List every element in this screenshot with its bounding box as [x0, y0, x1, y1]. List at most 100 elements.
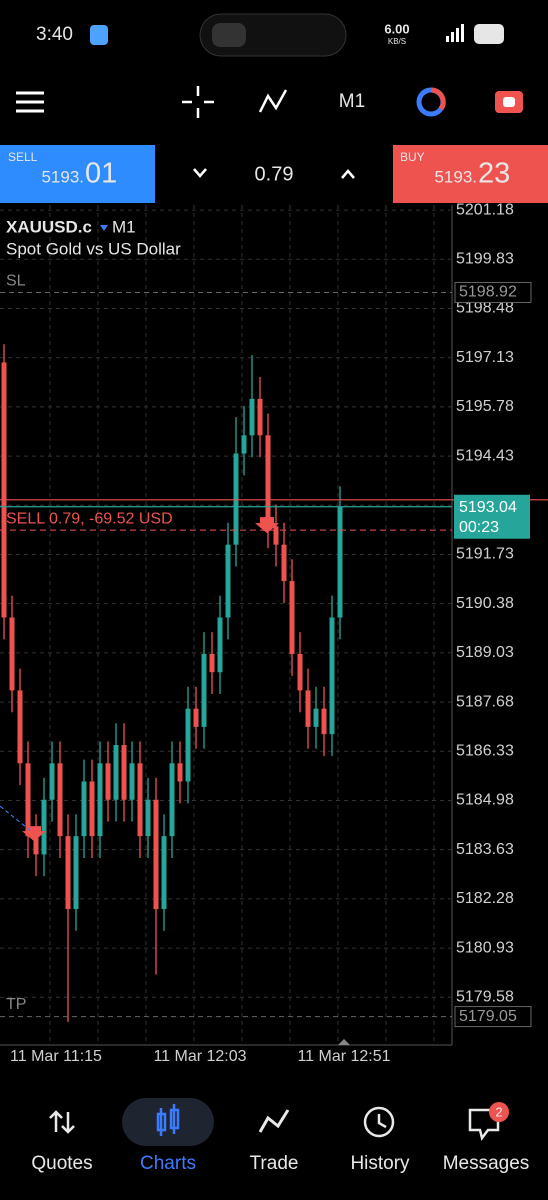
candle-body: [225, 544, 231, 618]
buy-label: BUY: [400, 150, 425, 164]
x-label: 11 Mar 12:03: [153, 1048, 246, 1065]
symbol: XAUUSD.c: [6, 217, 92, 236]
candle-body: [1, 362, 7, 618]
status-speed: 6.00: [384, 21, 409, 36]
candle-body: [321, 708, 327, 735]
tp-box-label: 5179.05: [459, 1008, 517, 1025]
bid-box-label: 5193.04: [459, 499, 517, 516]
indicator-icon[interactable]: [258, 89, 288, 113]
candle-body: [265, 435, 271, 527]
clock-icon-accent: [430, 87, 446, 111]
vertical-grid: [49, 205, 435, 1045]
candle-body: [57, 763, 63, 837]
y-tick-label: 5191.73: [456, 546, 514, 563]
nav-history[interactable]: History: [350, 1153, 410, 1174]
sell-arrow: [255, 517, 279, 534]
history-hands: [377, 1114, 387, 1129]
y-tick-label: 5198.48: [456, 300, 514, 317]
crosshair-icon[interactable]: [182, 86, 214, 118]
candle-body: [81, 781, 87, 837]
y-tick-label: 5201.18: [456, 201, 514, 218]
scroll-marker: [338, 1039, 350, 1045]
buy-button[interactable]: [393, 145, 548, 203]
candle-body: [249, 398, 255, 436]
volume-down[interactable]: [193, 168, 207, 178]
y-tick-label: 5179.58: [456, 988, 514, 1005]
y-tick-label: 5190.38: [456, 595, 514, 612]
nav-trade[interactable]: Trade: [250, 1153, 299, 1174]
candle-body: [65, 836, 71, 910]
trade-icon-inner: [503, 97, 515, 107]
candle-body: [217, 617, 223, 673]
candle-body: [129, 763, 135, 800]
candle-body: [17, 690, 23, 764]
y-tick-label: 5183.63: [456, 841, 514, 858]
candle-body: [209, 653, 215, 673]
bid-box: [454, 494, 530, 539]
status-time: 3:40: [36, 24, 73, 45]
y-tick-label: 5189.03: [456, 644, 514, 661]
candle-body: [257, 398, 263, 436]
y-tick-label: 5180.93: [456, 939, 514, 956]
buy-price-big: 5193.: [434, 167, 477, 186]
status-icon: [90, 25, 108, 45]
volume[interactable]: 0.79: [255, 163, 294, 185]
nav-active-pill: [122, 1098, 214, 1146]
sl-box: [454, 281, 532, 303]
tp-box: [454, 1006, 532, 1028]
candle-body: [97, 763, 103, 837]
island-art: [212, 23, 246, 47]
charts-icon[interactable]: [156, 1104, 180, 1136]
y-tick-label: 5194.43: [456, 447, 514, 464]
history-icon[interactable]: [363, 1106, 395, 1138]
symbol-dropdown[interactable]: [100, 225, 108, 231]
timeframe-button[interactable]: M1: [339, 91, 365, 112]
battery-level: 97: [481, 26, 497, 42]
x-label: 11 Mar 12:51: [297, 1048, 390, 1065]
candle-body: [153, 799, 159, 910]
candle-body: [41, 799, 47, 855]
candle-body: [313, 708, 319, 727]
candle-body: [241, 435, 247, 454]
candle-body: [89, 781, 95, 837]
candle-body: [273, 526, 279, 545]
status-speed-unit: KB/S: [388, 37, 406, 46]
candle-body: [161, 836, 167, 910]
nav-quotes[interactable]: Quotes: [31, 1153, 92, 1174]
y-tick-label: 5184.98: [456, 792, 514, 809]
y-tick-label: 5186.33: [456, 742, 514, 759]
y-tick-label: 5197.13: [456, 349, 514, 366]
candle-body: [169, 763, 175, 837]
y-tick-label: 5199.83: [456, 251, 514, 268]
sell-button[interactable]: [0, 145, 155, 203]
bottom-nav: [0, 1080, 548, 1200]
sl-box-label: 5198.92: [459, 284, 517, 301]
trade-nav-icon[interactable]: [258, 1109, 290, 1133]
nav-messages[interactable]: Messages: [443, 1153, 530, 1174]
sell-price-small: 01: [85, 158, 117, 190]
candles: [1, 344, 343, 1023]
candle-body: [305, 690, 311, 727]
candle-body: [145, 799, 151, 837]
nav-charts[interactable]: Charts: [140, 1153, 196, 1174]
sell-arrow: [22, 826, 46, 842]
y-tick-label: 5195.78: [456, 398, 514, 415]
candle-body: [297, 653, 303, 691]
overlay: SELL 0.79, -69.52 USD SL TP 5193.04 00:23 519…: [0, 273, 548, 1028]
candle-body: [9, 617, 15, 691]
messages-badge: [489, 1102, 509, 1122]
candle-body: [105, 763, 111, 800]
candle-body: [185, 708, 191, 782]
quotes-icon[interactable]: [49, 1110, 75, 1134]
sell-label: SELL: [8, 150, 38, 164]
menu-icon[interactable]: [16, 91, 44, 113]
candle-body: [233, 453, 239, 545]
x-label: 11 Mar 11:15: [10, 1048, 102, 1065]
y-tick-label: 5182.28: [456, 890, 514, 907]
candle-body: [49, 763, 55, 800]
candle-body: [193, 708, 199, 727]
volume-up[interactable]: [341, 169, 355, 179]
chart-timeframe: M1: [112, 217, 136, 236]
buy-price-small: 23: [478, 158, 510, 190]
